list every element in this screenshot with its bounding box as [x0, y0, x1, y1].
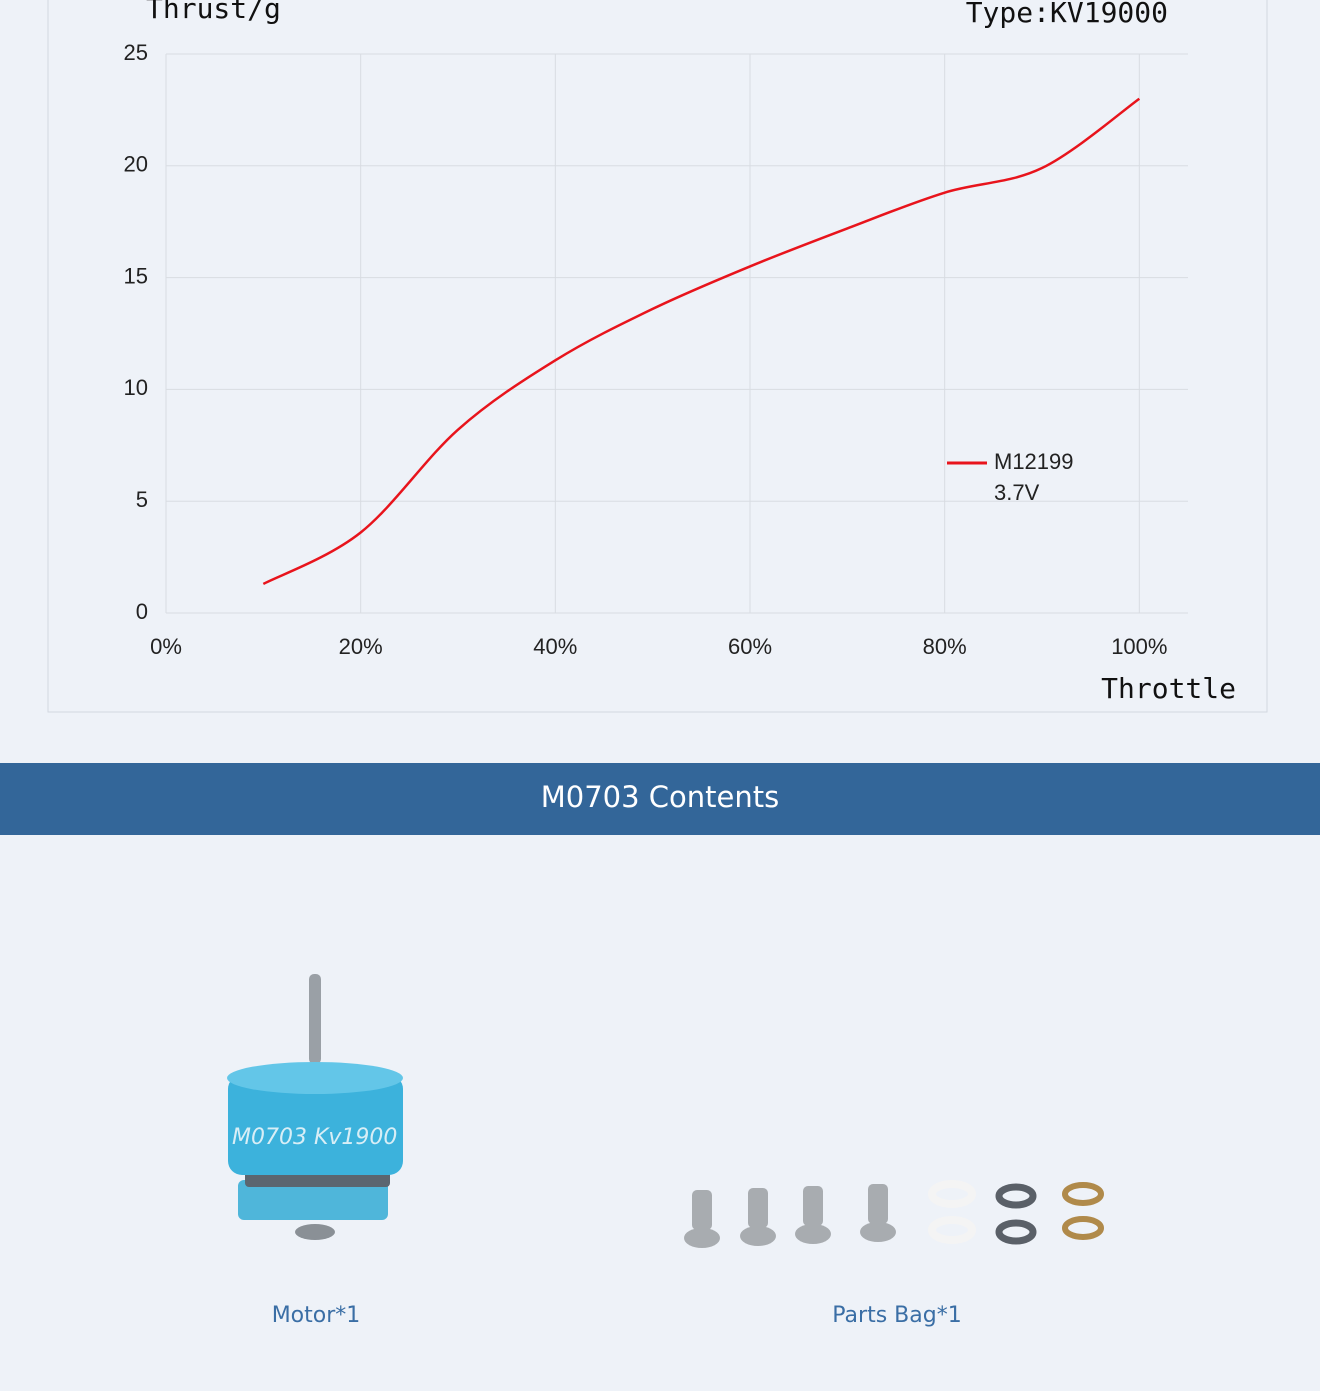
x-tick-label: 60% — [728, 634, 772, 659]
item-label: Parts Bag*1 — [832, 1303, 961, 1328]
x-tick-label: 80% — [923, 634, 967, 659]
y-tick-label: 0 — [136, 599, 148, 624]
item-label: Motor*1 — [272, 1303, 361, 1328]
y-axis-title: Thrust/g — [146, 0, 281, 25]
banner — [0, 763, 1320, 835]
y-tick-label: 5 — [136, 487, 148, 512]
chart: 0 5 10 15 20 25 0% 20% 40% 60% 80% 100% M12199 3.7V — [124, 40, 1188, 659]
y-tick-label: 25 — [124, 40, 148, 65]
y-tick-label: 10 — [124, 375, 148, 400]
x-axis-title: Throttle — [1101, 672, 1236, 705]
y-tick-label: 20 — [124, 152, 148, 177]
y-tick-label: 15 — [124, 263, 148, 288]
x-tick-label: 20% — [339, 634, 383, 659]
chart-frame — [47, 0, 1268, 713]
chart-model: Type:KV19000 — [966, 0, 1168, 29]
line — [262, 97, 1141, 586]
x-tick-label: 0% — [150, 634, 182, 659]
x-tick-label: 40% — [533, 634, 577, 659]
banner-title: M0703 Contents — [541, 780, 780, 814]
legend-note: 3.7V — [994, 480, 1040, 505]
legend-label: M12199 — [994, 449, 1074, 474]
motor-illustration: M0703 Kv1900 — [227, 974, 403, 1240]
x-tick-label: 100% — [1111, 634, 1167, 659]
svg-text:M0703 Kv1900: M0703 Kv1900 — [232, 1125, 397, 1150]
parts-illustration — [684, 1180, 1104, 1248]
